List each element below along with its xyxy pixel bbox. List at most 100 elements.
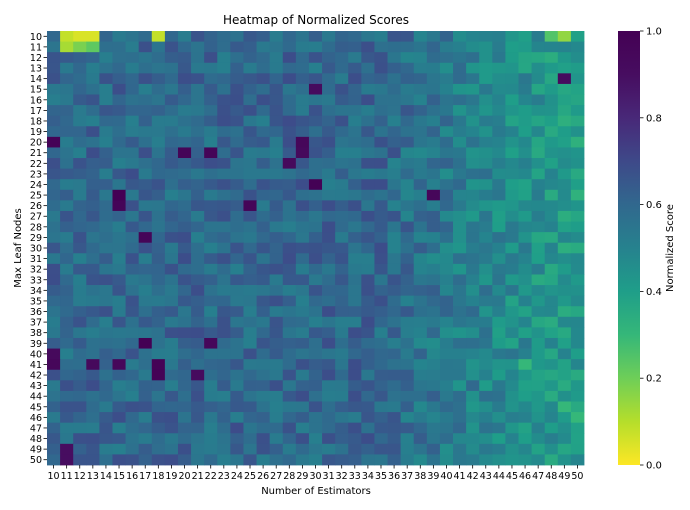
heatmap-cell bbox=[374, 422, 388, 434]
heatmap-cell bbox=[492, 126, 506, 138]
heatmap-cell bbox=[544, 390, 559, 402]
heatmap-cell bbox=[230, 443, 244, 455]
heatmap-cell bbox=[557, 52, 572, 64]
x-tick-label: 10 bbox=[48, 471, 60, 482]
heatmap-cell bbox=[204, 359, 218, 371]
heatmap-cell bbox=[322, 189, 336, 201]
heatmap-cell bbox=[295, 94, 310, 106]
heatmap-cell bbox=[453, 221, 467, 233]
heatmap-cell bbox=[230, 422, 244, 434]
y-tick-label: 42 bbox=[30, 371, 42, 382]
heatmap-cell bbox=[86, 412, 100, 424]
heatmap-cell bbox=[151, 147, 166, 159]
heatmap-cell bbox=[295, 168, 310, 180]
heatmap-cell bbox=[256, 126, 271, 138]
heatmap-cell bbox=[73, 412, 87, 424]
heatmap-cell bbox=[479, 433, 493, 445]
heatmap-cell bbox=[518, 62, 533, 74]
heatmap-cell bbox=[505, 158, 519, 170]
heatmap-cell bbox=[479, 285, 493, 297]
heatmap-cell bbox=[505, 136, 519, 148]
heatmap-cell bbox=[308, 73, 323, 85]
heatmap-cell bbox=[453, 369, 467, 381]
heatmap-cell bbox=[60, 327, 74, 339]
heatmap-cell bbox=[243, 369, 257, 381]
heatmap-cell bbox=[426, 200, 441, 212]
heatmap-cell bbox=[505, 210, 519, 222]
heatmap-cell bbox=[60, 295, 74, 307]
heatmap-cell bbox=[138, 31, 153, 42]
heatmap-cell bbox=[151, 433, 166, 445]
heatmap-cell bbox=[335, 348, 349, 360]
heatmap-cell bbox=[191, 168, 205, 180]
y-tick-label: 15 bbox=[30, 85, 42, 96]
heatmap-cell bbox=[387, 263, 402, 275]
heatmap-cell bbox=[86, 285, 100, 297]
heatmap-cell bbox=[479, 52, 493, 64]
heatmap-cell bbox=[426, 348, 441, 360]
heatmap-cell bbox=[295, 189, 310, 201]
heatmap-cell bbox=[73, 232, 87, 244]
heatmap-cell bbox=[191, 200, 205, 212]
heatmap-cell bbox=[282, 31, 297, 42]
heatmap-cell bbox=[177, 41, 192, 53]
heatmap-cell bbox=[570, 31, 585, 42]
heatmap-cell bbox=[269, 136, 284, 148]
heatmap-cell bbox=[453, 83, 467, 95]
heatmap-cell bbox=[439, 232, 454, 244]
heatmap-cell bbox=[112, 83, 126, 95]
heatmap-cell bbox=[374, 369, 388, 381]
heatmap-cell bbox=[531, 115, 546, 127]
heatmap-cell bbox=[413, 369, 428, 381]
heatmap-cell bbox=[230, 369, 244, 381]
heatmap-cell bbox=[269, 232, 284, 244]
heatmap-cell bbox=[466, 390, 480, 402]
heatmap-cell bbox=[570, 285, 585, 297]
heatmap-cell bbox=[164, 454, 179, 466]
heatmap-cell bbox=[138, 348, 153, 360]
heatmap-cell bbox=[348, 210, 362, 222]
heatmap-cell bbox=[151, 380, 166, 392]
heatmap-cell bbox=[230, 52, 244, 64]
heatmap-cell bbox=[479, 422, 493, 434]
heatmap-cell bbox=[243, 210, 257, 222]
heatmap-cell bbox=[453, 52, 467, 64]
heatmap-cell bbox=[256, 316, 271, 328]
heatmap-cell bbox=[47, 200, 61, 212]
heatmap-cell bbox=[204, 83, 218, 95]
heatmap-cell bbox=[374, 83, 388, 95]
heatmap-cell bbox=[112, 359, 126, 371]
heatmap-cell bbox=[387, 380, 402, 392]
heatmap-cell bbox=[322, 179, 336, 191]
heatmap-cell bbox=[453, 422, 467, 434]
heatmap-cell bbox=[453, 179, 467, 191]
x-tick-label: 36 bbox=[388, 471, 400, 482]
heatmap-cell bbox=[230, 242, 244, 254]
heatmap-cell bbox=[400, 337, 415, 349]
heatmap-cell bbox=[295, 221, 310, 233]
heatmap-cell bbox=[125, 327, 140, 339]
heatmap-cell bbox=[387, 401, 402, 413]
heatmap-cell bbox=[518, 263, 533, 275]
heatmap-cell bbox=[86, 337, 100, 349]
heatmap-cell bbox=[99, 115, 113, 127]
heatmap-cell bbox=[544, 369, 559, 381]
heatmap-cell bbox=[505, 62, 519, 74]
heatmap-cell bbox=[217, 189, 231, 201]
heatmap-cell bbox=[479, 94, 493, 106]
heatmap-cell bbox=[99, 168, 113, 180]
heatmap-cell bbox=[243, 242, 257, 254]
heatmap-cell bbox=[322, 285, 336, 297]
heatmap-cell bbox=[47, 221, 61, 233]
heatmap-cell bbox=[426, 168, 441, 180]
heatmap-cell bbox=[164, 412, 179, 424]
heatmap-cell bbox=[374, 168, 388, 180]
heatmap-cell bbox=[204, 189, 218, 201]
heatmap-cell bbox=[439, 295, 454, 307]
heatmap-cell bbox=[570, 94, 585, 106]
heatmap-cell bbox=[413, 306, 428, 318]
heatmap-cell bbox=[426, 158, 441, 170]
heatmap-cell bbox=[282, 200, 297, 212]
heatmap-cell bbox=[47, 52, 61, 64]
x-tick-label: 12 bbox=[74, 471, 86, 482]
